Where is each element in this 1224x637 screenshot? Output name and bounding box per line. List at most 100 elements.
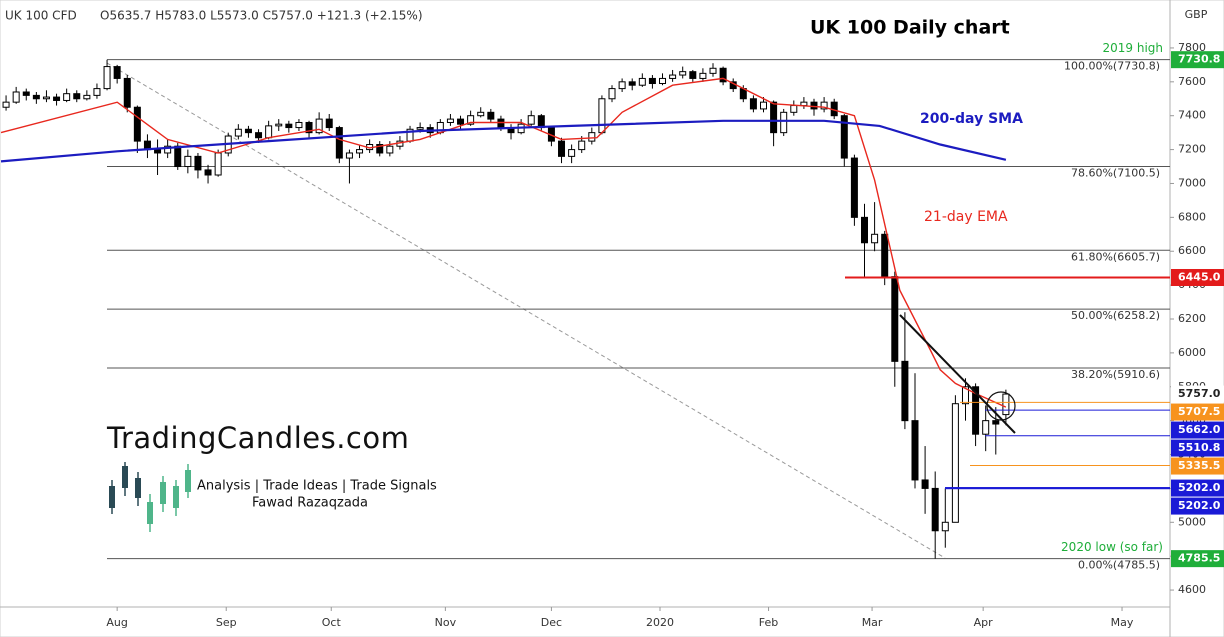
candle-body — [628, 81, 636, 86]
candle-body — [770, 101, 778, 134]
candle-body — [921, 479, 929, 489]
candle-body — [265, 125, 273, 139]
candle-body — [113, 66, 121, 79]
brand-author: Fawad Razaqzada — [252, 496, 368, 511]
x-tick-label: Oct — [322, 616, 342, 629]
y-tick-label: 6800 — [1178, 210, 1206, 223]
x-tick-label: 2020 — [646, 616, 674, 629]
y-tick-label: 7800 — [1178, 41, 1206, 54]
candle-body — [972, 386, 980, 435]
fib-label: 0.00%(4785.5) — [1078, 559, 1160, 572]
candle-body — [174, 145, 182, 168]
candle-body — [416, 127, 424, 130]
candle-body — [154, 149, 162, 154]
candle-body — [850, 157, 858, 218]
y-tick-label: 5000 — [1178, 515, 1206, 528]
candle-body — [578, 140, 586, 151]
candle-body — [22, 91, 30, 96]
candle-body — [648, 77, 656, 85]
indicator-line — [0, 119, 1007, 163]
price-tag — [1171, 439, 1224, 457]
candle-body — [184, 155, 192, 168]
candle-body — [941, 521, 949, 532]
price-tag-label: 4785.5 — [1178, 552, 1220, 565]
candle-body — [345, 152, 353, 159]
candle-body — [840, 115, 848, 159]
candle-body — [12, 91, 20, 103]
price-tag — [1171, 479, 1224, 497]
y-tick-label: 6000 — [1178, 346, 1206, 359]
candle-body — [63, 93, 71, 101]
candle-body — [457, 118, 465, 125]
x-tick-label: Sep — [216, 616, 237, 629]
candle-body — [568, 149, 576, 157]
price-tag-label: 5662.0 — [1178, 423, 1221, 436]
candle-body — [558, 140, 566, 157]
x-tick-label: Feb — [759, 616, 778, 629]
level-note: 2019 high — [1102, 41, 1163, 55]
candle-body — [386, 145, 394, 154]
candle-body — [32, 94, 40, 100]
candle-body — [234, 128, 242, 137]
candle-body — [679, 71, 687, 76]
price-tag — [1171, 421, 1224, 439]
indicator-label: 21-day EMA — [924, 209, 1008, 225]
candle-body — [638, 77, 646, 86]
candle-body — [951, 403, 959, 523]
y-tick-label: 7400 — [1178, 109, 1206, 122]
candle-body — [961, 386, 969, 405]
candle-body — [527, 115, 535, 125]
candle-body — [1002, 393, 1010, 416]
price-tag — [1171, 268, 1224, 286]
candle-body — [689, 71, 697, 79]
candle-body — [194, 155, 202, 171]
candle-body — [931, 487, 939, 532]
fib-label: 100.00%(7730.8) — [1064, 60, 1160, 73]
candle-body — [992, 420, 1000, 425]
candle-body — [477, 111, 485, 117]
candle-body — [446, 118, 454, 123]
candle-body — [285, 123, 293, 129]
y-tick-label: 7000 — [1178, 176, 1206, 189]
candle-body — [376, 144, 384, 154]
level-note: 2020 low (so far) — [1061, 540, 1163, 554]
candle-body — [497, 118, 505, 129]
candle-body — [901, 360, 909, 422]
candle-body — [760, 101, 768, 110]
candle-body — [295, 121, 303, 129]
candle-body — [669, 74, 677, 79]
y-tick-label: 4600 — [1178, 583, 1206, 596]
candle-body — [244, 128, 252, 134]
indicator-label: 200-day SMA — [920, 111, 1023, 127]
candle-body — [860, 216, 868, 244]
price-tag-label: 7730.8 — [1178, 53, 1220, 66]
candle-body — [356, 149, 364, 154]
price-tag-label: 5202.0 — [1178, 481, 1221, 494]
candle-body — [275, 123, 283, 127]
y-tick-label: 7200 — [1178, 143, 1206, 156]
candle-body — [810, 101, 818, 110]
candle-body — [315, 118, 323, 134]
candle-body — [325, 118, 333, 129]
ohlc-legend: O5635.7 H5783.0 L5573.0 C5757.0 +121.3 (… — [100, 9, 423, 23]
price-tag-label: 5510.8 — [1178, 441, 1220, 454]
candle-body — [103, 66, 111, 90]
x-tick-label: May — [1111, 616, 1134, 629]
candle-body — [749, 98, 757, 110]
candle-body — [659, 77, 667, 85]
x-tick-label: Nov — [435, 616, 457, 629]
candle-body — [123, 77, 131, 108]
x-tick-label: Dec — [541, 616, 562, 629]
candle-body — [467, 115, 475, 125]
brand-site: TradingCandles.com — [106, 421, 409, 455]
candle-body — [891, 276, 899, 362]
y-tick-label: 6600 — [1178, 244, 1206, 257]
candle-body — [881, 233, 889, 278]
fib-label: 50.00%(6258.2) — [1071, 309, 1160, 322]
candle-body — [780, 111, 788, 134]
price-tag-label: 5757.0 — [1178, 387, 1221, 400]
candle-body — [871, 233, 879, 244]
fib-label: 78.60%(7100.5) — [1071, 166, 1160, 179]
price-tag — [1171, 403, 1224, 421]
